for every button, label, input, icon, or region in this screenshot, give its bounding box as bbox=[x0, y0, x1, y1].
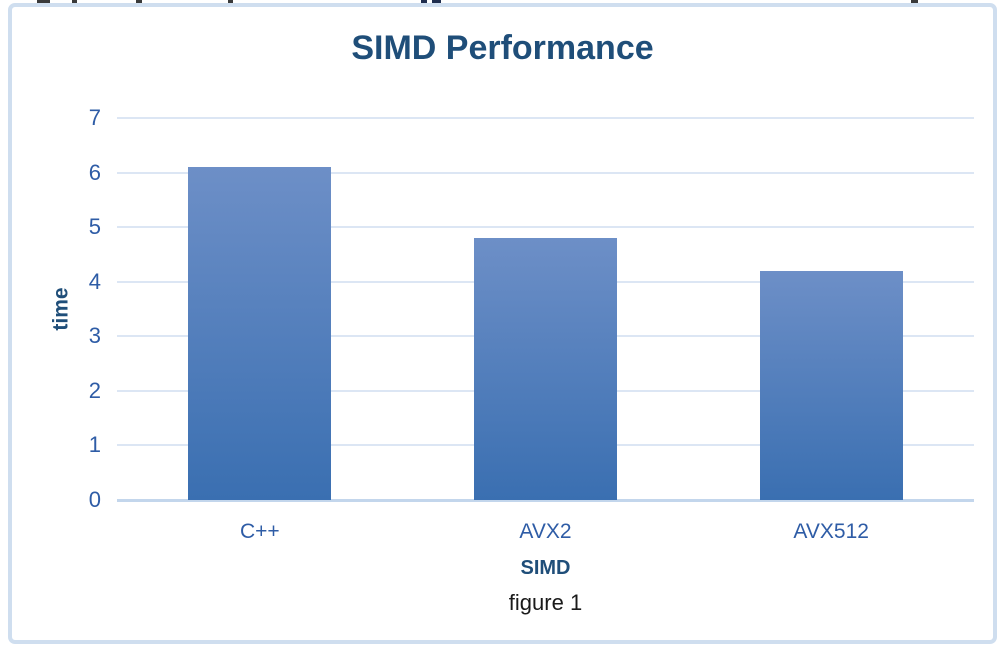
x-tick-labels: C++ AVX2 AVX512 bbox=[117, 520, 974, 544]
x-axis-line bbox=[117, 499, 974, 502]
clipped-text-artifact bbox=[421, 0, 427, 3]
bar-AVX512 bbox=[759, 270, 903, 500]
y-tick-label: 1 bbox=[88, 432, 101, 458]
plot-area bbox=[117, 117, 974, 502]
y-tick-label: 6 bbox=[88, 159, 101, 185]
y-tick-labels: 0 1 2 3 4 5 6 7 bbox=[12, 105, 101, 512]
x-axis-title: SIMD bbox=[520, 557, 571, 579]
clipped-text-artifact bbox=[911, 0, 918, 3]
bar-C++ bbox=[188, 167, 332, 500]
gridline bbox=[117, 171, 974, 174]
gridline bbox=[117, 117, 974, 119]
x-tick-label: C++ bbox=[239, 520, 280, 543]
clipped-text-artifact bbox=[228, 0, 233, 3]
x-tick-label: AVX2 bbox=[519, 520, 572, 543]
y-tick-label: 2 bbox=[88, 377, 101, 403]
x-tick-label: AVX512 bbox=[793, 520, 869, 543]
gridline bbox=[117, 226, 974, 229]
clipped-text-artifact bbox=[37, 0, 50, 3]
y-tick-label: 4 bbox=[88, 268, 101, 294]
clipped-text-artifact bbox=[432, 0, 441, 3]
clipped-text-artifact bbox=[136, 0, 142, 3]
clipped-text-artifact bbox=[72, 0, 77, 3]
y-tick-label: 0 bbox=[88, 487, 101, 512]
y-tick-label: 7 bbox=[88, 105, 101, 130]
chart-caption: figure 1 bbox=[508, 590, 583, 615]
y-tick-label: 3 bbox=[88, 323, 101, 349]
y-tick-label: 5 bbox=[88, 214, 101, 240]
bar-AVX2 bbox=[474, 238, 617, 500]
chart-title: SIMD Performance bbox=[351, 29, 654, 67]
